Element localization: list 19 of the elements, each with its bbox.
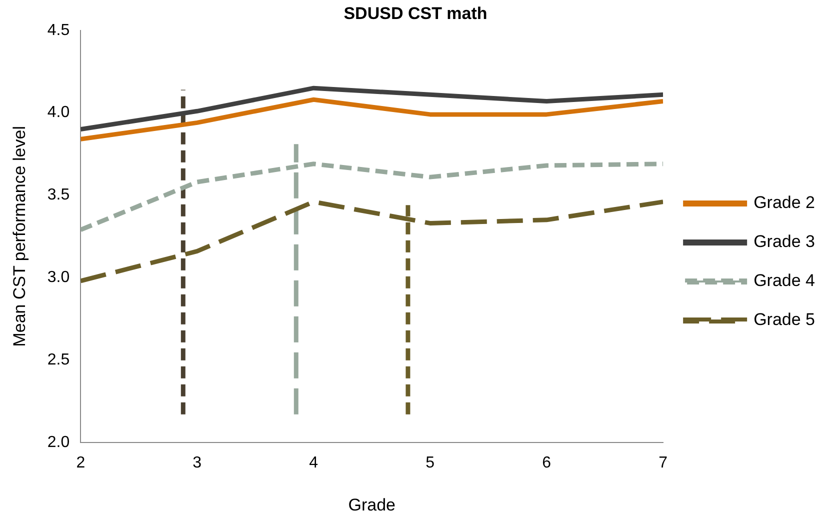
x-tick-label: 3	[192, 454, 202, 472]
y-tick-label: 2.0	[47, 434, 70, 451]
y-tick-label: 2.5	[47, 351, 70, 368]
legend-label: Grade 5	[754, 310, 816, 330]
y-tick-label: 4.0	[47, 104, 70, 122]
x-tick-label: 2	[76, 454, 86, 472]
x-axis-title: Grade	[348, 495, 396, 514]
y-tick-label: 4.5	[47, 22, 70, 39]
legend-label: Grade 3	[754, 232, 816, 252]
legend-label: Grade 4	[754, 271, 816, 290]
y-axis-title: Mean CST performance level	[10, 126, 29, 347]
y-tick-label: 3.0	[47, 269, 70, 286]
legend-label: Grade 2	[754, 193, 816, 212]
y-tick-label: 3.5	[47, 186, 70, 204]
chart-title: SDUSD CST math	[344, 4, 488, 23]
x-tick-label: 4	[309, 454, 318, 472]
x-tick-label: 7	[658, 454, 668, 472]
x-tick-label: 6	[542, 454, 552, 472]
x-tick-label: 5	[426, 454, 435, 472]
